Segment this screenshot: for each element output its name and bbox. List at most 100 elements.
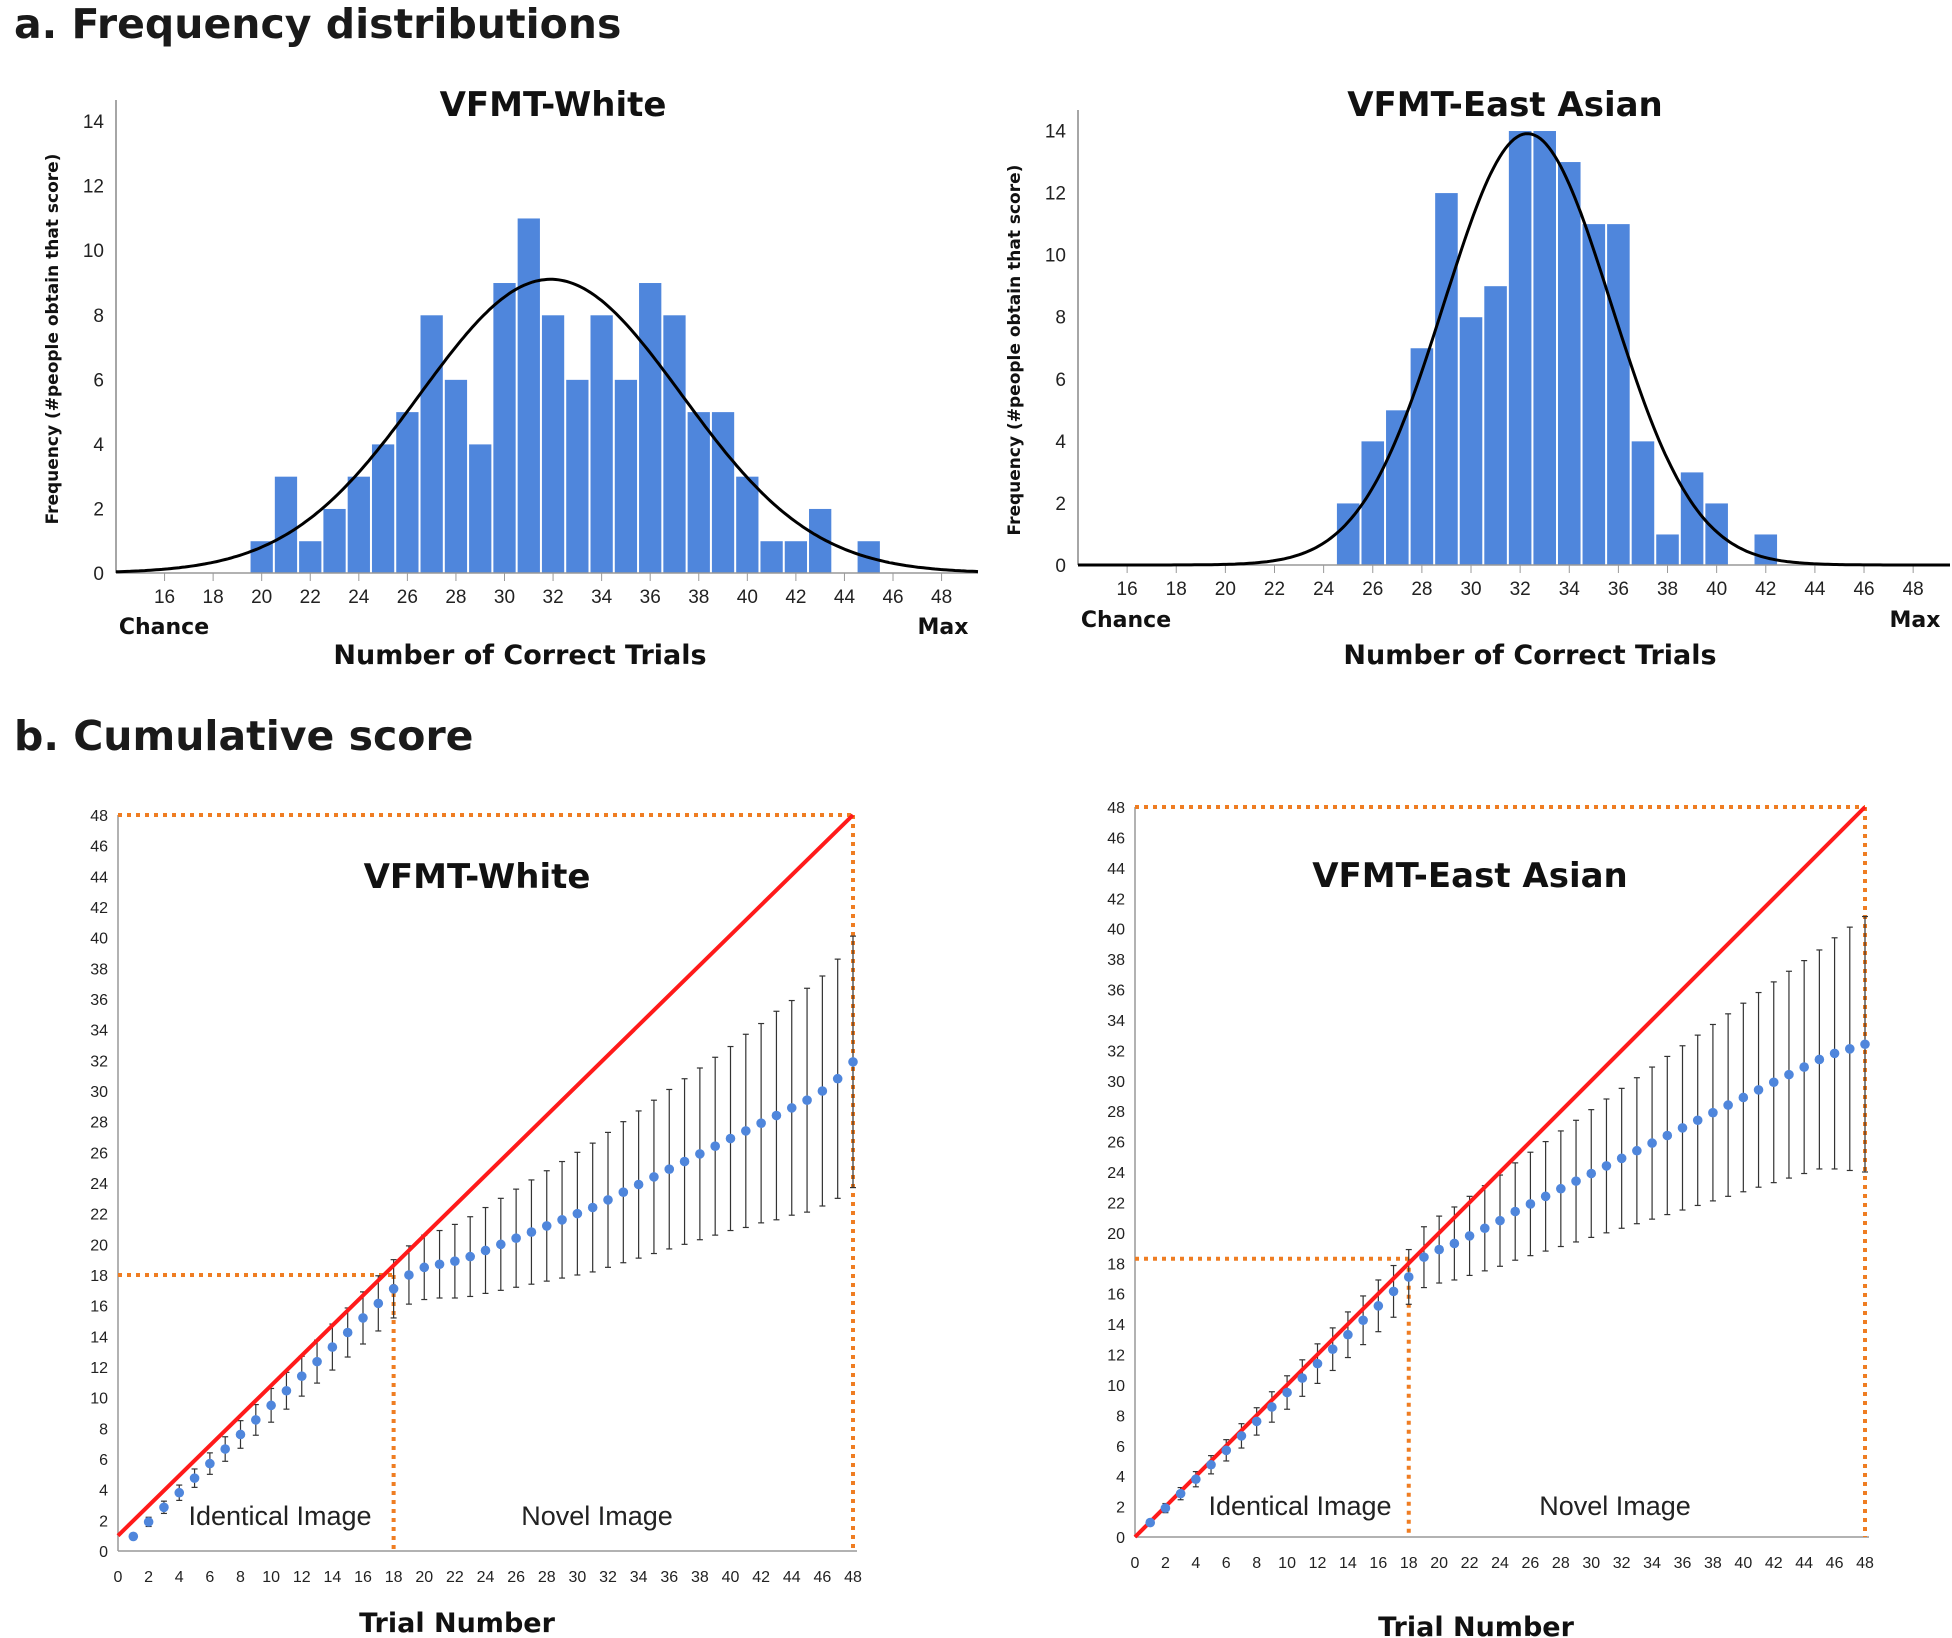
y-tick-label: 36 bbox=[1107, 983, 1125, 1000]
histogram-bar bbox=[370, 443, 396, 574]
y-tick-label: 10 bbox=[1045, 246, 1066, 267]
y-tick-label: 24 bbox=[1107, 1165, 1125, 1182]
y-tick-label: 14 bbox=[83, 112, 105, 133]
mean-score-point bbox=[266, 1400, 276, 1411]
y-tick-label: 0 bbox=[93, 564, 104, 585]
mean-score-point bbox=[1677, 1123, 1688, 1133]
mean-score-point bbox=[1419, 1252, 1429, 1262]
histogram-bar bbox=[492, 282, 517, 574]
y-tick-label: 4 bbox=[93, 435, 104, 456]
mean-score-point bbox=[1403, 1272, 1414, 1282]
x-tick-label: 26 bbox=[507, 1569, 525, 1586]
mean-score-point bbox=[496, 1239, 506, 1250]
y-tick-label: 26 bbox=[1107, 1135, 1125, 1152]
x-tick-label: 28 bbox=[538, 1569, 556, 1586]
x-tick-label: 4 bbox=[1191, 1555, 1200, 1572]
histogram-bar bbox=[589, 314, 614, 574]
x-tick-label: 32 bbox=[1613, 1555, 1631, 1572]
x-tick-label: 42 bbox=[1755, 579, 1776, 600]
y-tick-label: 48 bbox=[90, 808, 108, 825]
y-tick-label: 14 bbox=[1045, 122, 1067, 143]
y-tick-label: 36 bbox=[90, 992, 108, 1009]
mean-score-point bbox=[128, 1531, 139, 1542]
normal-curve bbox=[1078, 132, 1950, 567]
x-tick-label: 38 bbox=[1657, 579, 1678, 600]
x-tick-label: 34 bbox=[630, 1569, 648, 1586]
mean-score-point bbox=[388, 1284, 399, 1294]
mean-score-point bbox=[1768, 1077, 1779, 1088]
mean-score-point bbox=[756, 1118, 766, 1128]
x-tick-label: 24 bbox=[1313, 579, 1335, 600]
histogram-bar bbox=[783, 540, 809, 574]
histogram-bar bbox=[443, 378, 469, 574]
y-tick-label: 10 bbox=[1107, 1378, 1125, 1395]
normal-curve bbox=[115, 277, 979, 574]
x-tick-label: 48 bbox=[844, 1569, 862, 1586]
mean-score-point bbox=[1236, 1431, 1247, 1441]
y-tick-label: 6 bbox=[99, 1452, 108, 1469]
x-axis-label: Trial Number bbox=[1378, 1612, 1574, 1638]
mean-score-point bbox=[1844, 1044, 1855, 1054]
mean-score-point bbox=[373, 1298, 384, 1309]
y-tick-label: 0 bbox=[1116, 1530, 1125, 1547]
mean-score-point bbox=[1738, 1092, 1749, 1103]
mean-score-point bbox=[480, 1245, 491, 1256]
y-tick-label: 34 bbox=[1107, 1013, 1125, 1030]
mean-score-point bbox=[603, 1195, 613, 1205]
histogram-bar bbox=[419, 314, 444, 574]
y-tick-label: 18 bbox=[90, 1268, 108, 1285]
y-tick-label: 32 bbox=[90, 1053, 108, 1070]
mean-score-point bbox=[312, 1356, 322, 1367]
x-tick-label: 28 bbox=[1552, 1555, 1570, 1572]
histogram-bar bbox=[662, 314, 687, 574]
mean-score-point bbox=[786, 1103, 797, 1113]
x-tick-label: 2 bbox=[144, 1569, 153, 1586]
mean-score-point bbox=[1434, 1244, 1444, 1255]
mean-score-point bbox=[1829, 1048, 1840, 1059]
mean-score-point bbox=[159, 1502, 169, 1513]
x-tick-label: 30 bbox=[1582, 1555, 1600, 1572]
mean-score-point bbox=[1388, 1286, 1399, 1297]
mean-score-point bbox=[511, 1233, 521, 1243]
x-tick-label: 26 bbox=[1522, 1555, 1540, 1572]
x-tick-label: 18 bbox=[203, 587, 224, 608]
mean-score-point bbox=[1191, 1474, 1201, 1485]
mean-score-point bbox=[419, 1262, 430, 1273]
histogram-bar bbox=[735, 475, 760, 574]
chart-title: VFMT-East Asian bbox=[1312, 856, 1628, 896]
y-tick-label: 22 bbox=[90, 1207, 108, 1224]
mean-score-point bbox=[1221, 1445, 1232, 1456]
mean-score-point bbox=[1312, 1358, 1323, 1369]
mean-score-point bbox=[802, 1095, 812, 1105]
mean-score-point bbox=[1282, 1387, 1292, 1398]
histogram-bar bbox=[1507, 130, 1533, 566]
x-tick-label: 44 bbox=[783, 1569, 801, 1586]
y-tick-label: 20 bbox=[1107, 1226, 1125, 1243]
x-tick-label: 40 bbox=[737, 587, 758, 608]
mean-score-point bbox=[358, 1313, 368, 1323]
mean-score-point bbox=[465, 1251, 475, 1262]
x-tick-label: 28 bbox=[1411, 579, 1432, 600]
x-tick-label: 30 bbox=[494, 587, 515, 608]
mean-score-point bbox=[832, 1073, 843, 1084]
mean-score-point bbox=[327, 1342, 338, 1352]
y-tick-label: 8 bbox=[1116, 1408, 1125, 1425]
mean-score-point bbox=[817, 1086, 828, 1096]
y-tick-label: 24 bbox=[90, 1176, 108, 1193]
y-tick-label: 42 bbox=[90, 900, 108, 917]
mean-score-point bbox=[526, 1227, 537, 1237]
histogram-bar bbox=[298, 540, 323, 574]
x-tick-label: 30 bbox=[568, 1569, 586, 1586]
chart-title: VFMT-East Asian bbox=[1347, 85, 1663, 125]
histogram-bar bbox=[1409, 347, 1435, 566]
histogram-bar bbox=[613, 378, 639, 574]
histogram-bar bbox=[1704, 502, 1729, 566]
x-tick-label: 12 bbox=[293, 1569, 311, 1586]
y-tick-label: 4 bbox=[1055, 432, 1066, 453]
histogram-bar bbox=[1606, 223, 1631, 566]
mean-score-point bbox=[1708, 1107, 1718, 1118]
histogram-bar bbox=[686, 411, 711, 574]
y-tick-label: 2 bbox=[93, 499, 104, 520]
x-tick-label: 14 bbox=[323, 1569, 341, 1586]
